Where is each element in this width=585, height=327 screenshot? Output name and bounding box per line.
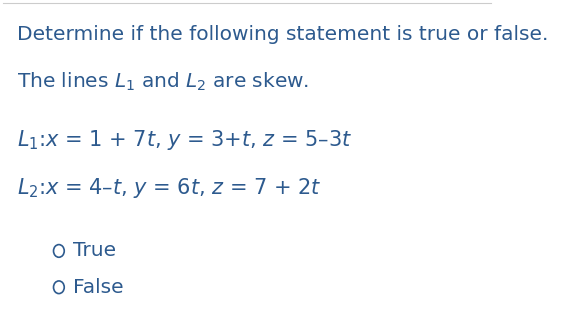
Text: True: True: [73, 241, 116, 260]
Text: $L_2$:$x$ = 4–$t$, $y$ = 6$t$, $z$ = 7 + 2$t$: $L_2$:$x$ = 4–$t$, $y$ = 6$t$, $z$ = 7 +…: [18, 176, 322, 200]
Text: Determine if the following statement is true or false.: Determine if the following statement is …: [18, 25, 549, 44]
Text: $L_1$:$x$ = 1 + 7$t$, $y$ = 3+$t$, $z$ = 5–3$t$: $L_1$:$x$ = 1 + 7$t$, $y$ = 3+$t$, $z$ =…: [18, 128, 353, 152]
Text: The lines $L_1$ and $L_2$ are skew.: The lines $L_1$ and $L_2$ are skew.: [18, 70, 309, 93]
Text: False: False: [73, 278, 123, 297]
